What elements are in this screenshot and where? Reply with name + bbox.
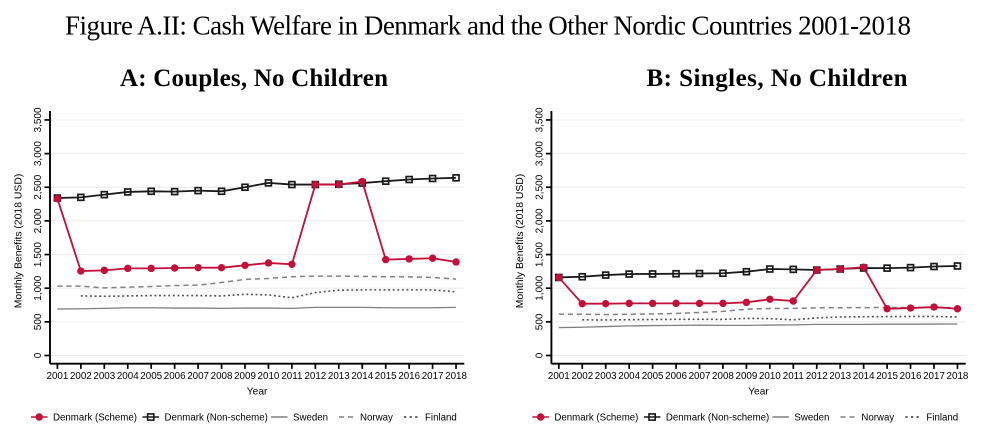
svg-text:3,000: 3,000 <box>534 141 545 166</box>
svg-text:1,000: 1,000 <box>534 275 545 300</box>
svg-text:2003: 2003 <box>595 371 617 382</box>
svg-text:2005: 2005 <box>140 371 162 382</box>
svg-text:2015: 2015 <box>375 371 397 382</box>
svg-text:1,500: 1,500 <box>33 242 44 267</box>
svg-text:Norway: Norway <box>360 412 393 423</box>
svg-text:2009: 2009 <box>736 371 758 382</box>
svg-text:2010: 2010 <box>759 371 781 382</box>
svg-text:2008: 2008 <box>712 371 734 382</box>
svg-text:2006: 2006 <box>665 371 687 382</box>
svg-text:2017: 2017 <box>422 371 444 382</box>
svg-text:2004: 2004 <box>117 371 139 382</box>
svg-text:2015: 2015 <box>876 371 898 382</box>
svg-text:500: 500 <box>33 313 44 330</box>
svg-text:0: 0 <box>534 352 545 358</box>
svg-text:2005: 2005 <box>642 371 664 382</box>
svg-text:2,500: 2,500 <box>534 174 545 199</box>
svg-text:Year: Year <box>247 387 268 398</box>
svg-text:2013: 2013 <box>829 371 851 382</box>
svg-text:Finland: Finland <box>425 412 457 423</box>
svg-text:Norway: Norway <box>861 412 894 423</box>
svg-text:Monthly Benefits (2018 USD): Monthly Benefits (2018 USD) <box>515 174 526 309</box>
svg-text:3,500: 3,500 <box>33 107 44 132</box>
svg-text:Denmark (Scheme): Denmark (Scheme) <box>554 412 638 423</box>
svg-text:2018: 2018 <box>445 371 467 382</box>
svg-text:2,000: 2,000 <box>33 208 44 233</box>
svg-text:Denmark (Non-scheme): Denmark (Non-scheme) <box>666 412 769 423</box>
svg-text:2,500: 2,500 <box>33 174 44 199</box>
svg-text:2014: 2014 <box>351 371 373 382</box>
svg-text:2010: 2010 <box>258 371 280 382</box>
svg-text:3,000: 3,000 <box>33 141 44 166</box>
svg-text:2017: 2017 <box>923 371 945 382</box>
svg-text:1,000: 1,000 <box>33 275 44 300</box>
svg-text:3,500: 3,500 <box>534 107 545 132</box>
svg-text:2001: 2001 <box>548 371 570 382</box>
svg-text:2009: 2009 <box>234 371 256 382</box>
svg-text:2001: 2001 <box>47 371 69 382</box>
svg-text:2011: 2011 <box>783 371 804 382</box>
svg-text:2018: 2018 <box>947 371 969 382</box>
svg-text:2014: 2014 <box>853 371 875 382</box>
svg-text:2013: 2013 <box>328 371 350 382</box>
svg-text:500: 500 <box>534 313 545 330</box>
svg-text:2016: 2016 <box>398 371 420 382</box>
svg-text:2007: 2007 <box>187 371 209 382</box>
svg-text:2008: 2008 <box>211 371 233 382</box>
svg-text:2003: 2003 <box>93 371 115 382</box>
svg-text:2006: 2006 <box>164 371 186 382</box>
svg-text:0: 0 <box>33 352 44 358</box>
svg-text:Sweden: Sweden <box>794 412 829 423</box>
svg-text:Year: Year <box>748 387 769 398</box>
svg-text:2004: 2004 <box>618 371 640 382</box>
svg-text:2011: 2011 <box>281 371 302 382</box>
svg-text:2002: 2002 <box>70 371 92 382</box>
svg-text:2007: 2007 <box>689 371 711 382</box>
svg-text:2016: 2016 <box>900 371 922 382</box>
svg-text:Denmark (Scheme): Denmark (Scheme) <box>53 412 137 423</box>
svg-text:2012: 2012 <box>304 371 326 382</box>
svg-text:Finland: Finland <box>926 412 958 423</box>
svg-text:Denmark (Non-scheme): Denmark (Non-scheme) <box>165 412 268 423</box>
svg-text:A: Couples, No Children: A: Couples, No Children <box>120 65 388 92</box>
svg-text:Figure A.II: Cash Welfare in D: Figure A.II: Cash Welfare in Denmark and… <box>65 11 911 41</box>
svg-text:Monthly Benefits (2018 USD): Monthly Benefits (2018 USD) <box>14 174 25 309</box>
svg-text:2012: 2012 <box>806 371 828 382</box>
svg-text:2,000: 2,000 <box>534 208 545 233</box>
svg-text:1,500: 1,500 <box>534 242 545 267</box>
svg-text:Sweden: Sweden <box>293 412 328 423</box>
svg-text:B: Singles, No Children: B: Singles, No Children <box>647 65 908 92</box>
svg-text:2002: 2002 <box>571 371 593 382</box>
